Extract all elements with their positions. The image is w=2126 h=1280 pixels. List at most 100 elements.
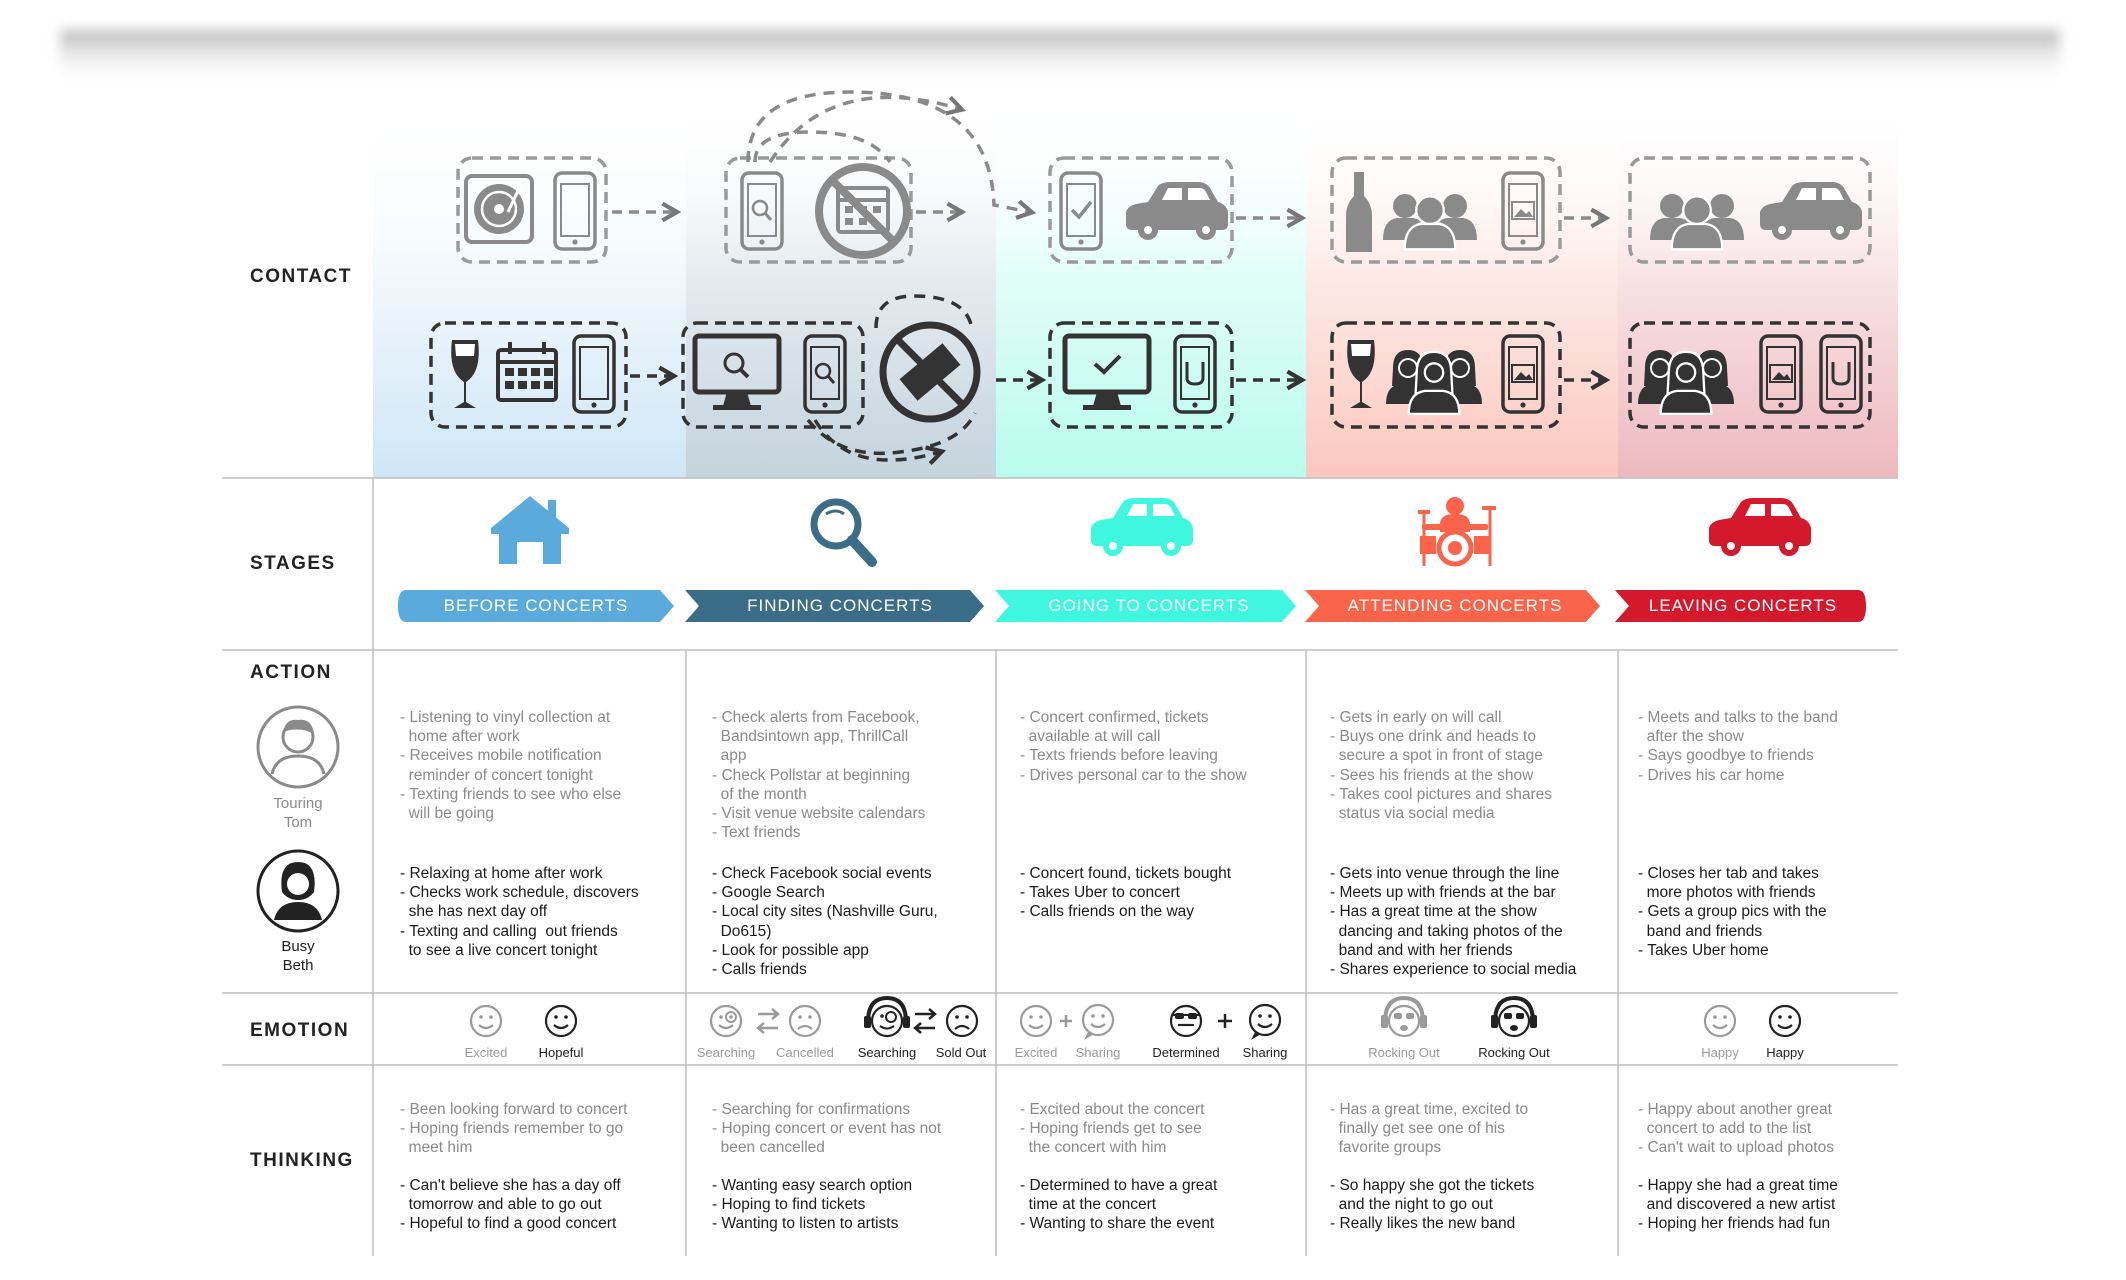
emotion-label: Excited [464,1045,508,1060]
action-tom-attending: - Gets in early on will call - Buys one … [1330,709,1552,823]
tom-contact-boxes [456,156,1872,264]
tom-contact-icons [464,163,1862,259]
thinking-beth-before: - Can't believe she has a day off tomorr… [400,1177,621,1233]
emotion-label: Happy [1701,1045,1739,1060]
emotion-label: Cancelled [776,1045,834,1060]
wine-glass-icon [451,340,479,408]
smiley-icon [1703,1004,1737,1038]
stage-banner-finding [685,590,984,622]
emotion-label: Hopeful [538,1045,584,1060]
phone-photo-icon [1501,171,1545,251]
action-beth-finding: - Check Facebook social events - Google … [712,865,938,979]
stage-icons [491,496,1811,567]
row-label-action: ACTION [250,662,332,683]
searching-headphones-icon [864,995,910,1038]
sad-face-icon [788,1004,822,1038]
smiley-icon [469,1004,503,1038]
sunglasses-face-icon [1169,1004,1203,1038]
beth-avatar [256,849,340,933]
sold-out-ticket-icon [879,321,981,423]
emotion-icons [469,995,1802,1040]
tom-flow-arrows [612,201,1611,229]
thinking-beth-finding: - Wanting easy search option - Hoping to… [712,1177,913,1233]
thinking-tom-attending: - Has a great time, excited to finally g… [1330,1101,1529,1157]
action-beth-before: - Relaxing at home after work - Checks w… [400,865,639,959]
phone-check-icon [1059,171,1103,251]
vinyl-player-icon [464,174,534,244]
car-icon [1091,498,1193,556]
bottle-icon [1346,172,1372,252]
group-icon [1383,194,1477,251]
action-beth-leaving: - Closes her tab and takes more photos w… [1638,865,1827,959]
thinking-tom-finding: - Searching for confirmations - Hoping c… [712,1101,942,1157]
swap-arrows-icon [913,1008,937,1034]
emotion-label: Searching [696,1045,756,1060]
group-icon [1650,194,1744,251]
chat-bubble-face-icon [1081,1003,1115,1040]
persona-beth-name: Busy Beth [281,938,315,974]
magnifier-icon [810,498,877,567]
emotion-label: Sold Out [935,1045,987,1060]
top-shadow [60,30,2060,85]
action-tom-before: - Listening to vinyl collection at home … [400,709,622,823]
row-label-emotion: EMOTION [250,1020,350,1041]
stage-banner-before [398,590,674,622]
house-icon [491,496,569,564]
emotion-label: Sharing [1242,1045,1288,1060]
stage-banner-attending [1305,590,1600,622]
action-tom-leaving: - Meets and talks to the band after the … [1638,709,1838,784]
plus-icon [1218,1014,1232,1028]
smiley-icon [544,1004,578,1038]
phone-photo-icon [1501,334,1545,414]
sad-face-icon [945,1004,979,1038]
wine-glass-icon [1347,340,1375,408]
phone-uber-icon [1173,334,1217,414]
bottom-fade [0,1256,2126,1280]
stage-label-attending: ATTENDING CONCERTS [1347,596,1563,615]
stage-label-finding: FINDING CONCERTS [747,596,933,615]
contact-band-going [996,100,1306,478]
stage-banner-going [995,590,1296,622]
beth-contact-icons [451,321,1863,423]
emotion-label: Sharing [1075,1045,1121,1060]
grid-lines [222,477,1898,1260]
thinking-beth-attending: - So happy she got the tickets and the n… [1330,1177,1535,1233]
monitor-check-icon [1065,336,1149,410]
emotion-label: Happy [1766,1045,1804,1060]
thinking-tom-going: - Excited about the concert - Hoping fri… [1020,1101,1205,1157]
row-label-thinking: THINKING [250,1150,354,1171]
stage-label-before: BEFORE CONCERTS [443,596,629,615]
beth-contact-boxes [429,321,1872,429]
swap-arrows-icon [756,1008,780,1034]
action-tom-going: - Concert confirmed, tickets available a… [1020,709,1247,784]
stage-label-going: GOING TO CONCERTS [1048,596,1250,615]
stage-banners [398,590,1866,622]
emotion-label: Rocking Out [1368,1045,1440,1060]
row-label-contact: CONTACT [250,266,352,287]
tom-flow-loop [746,90,1037,220]
plus-icon [1060,1015,1072,1027]
thinking-tom-leaving: - Happy about another great concert to a… [1638,1101,1834,1157]
car-icon [1709,498,1811,556]
beth-flow-loop [806,294,977,466]
emotion-label: Rocking Out [1478,1045,1550,1060]
persona-tom-name: Touring Tom [273,795,323,831]
women-group-icon [1386,350,1482,416]
phone-search-icon [803,334,847,414]
row-label-stages: STAGES [250,553,336,574]
smiley-icon [1768,1004,1802,1038]
women-group-icon [1638,350,1734,416]
action-beth-attending: - Gets into venue through the line - Mee… [1330,865,1577,979]
rocking-face-icon [1491,995,1537,1038]
thinking-beth-leaving: - Happy she had a great time and discove… [1638,1177,1838,1233]
emotion-label: Searching [857,1045,917,1060]
calendar-icon [496,342,558,402]
rocking-face-icon [1381,995,1427,1038]
phone-uber-icon [1819,334,1863,414]
emotion-label: Determined [1152,1045,1220,1060]
drum-kit-icon [1418,497,1496,567]
contact-band-before [373,100,686,478]
stage-banner-leaving [1615,590,1866,622]
chat-bubble-face-icon [1248,1003,1282,1040]
